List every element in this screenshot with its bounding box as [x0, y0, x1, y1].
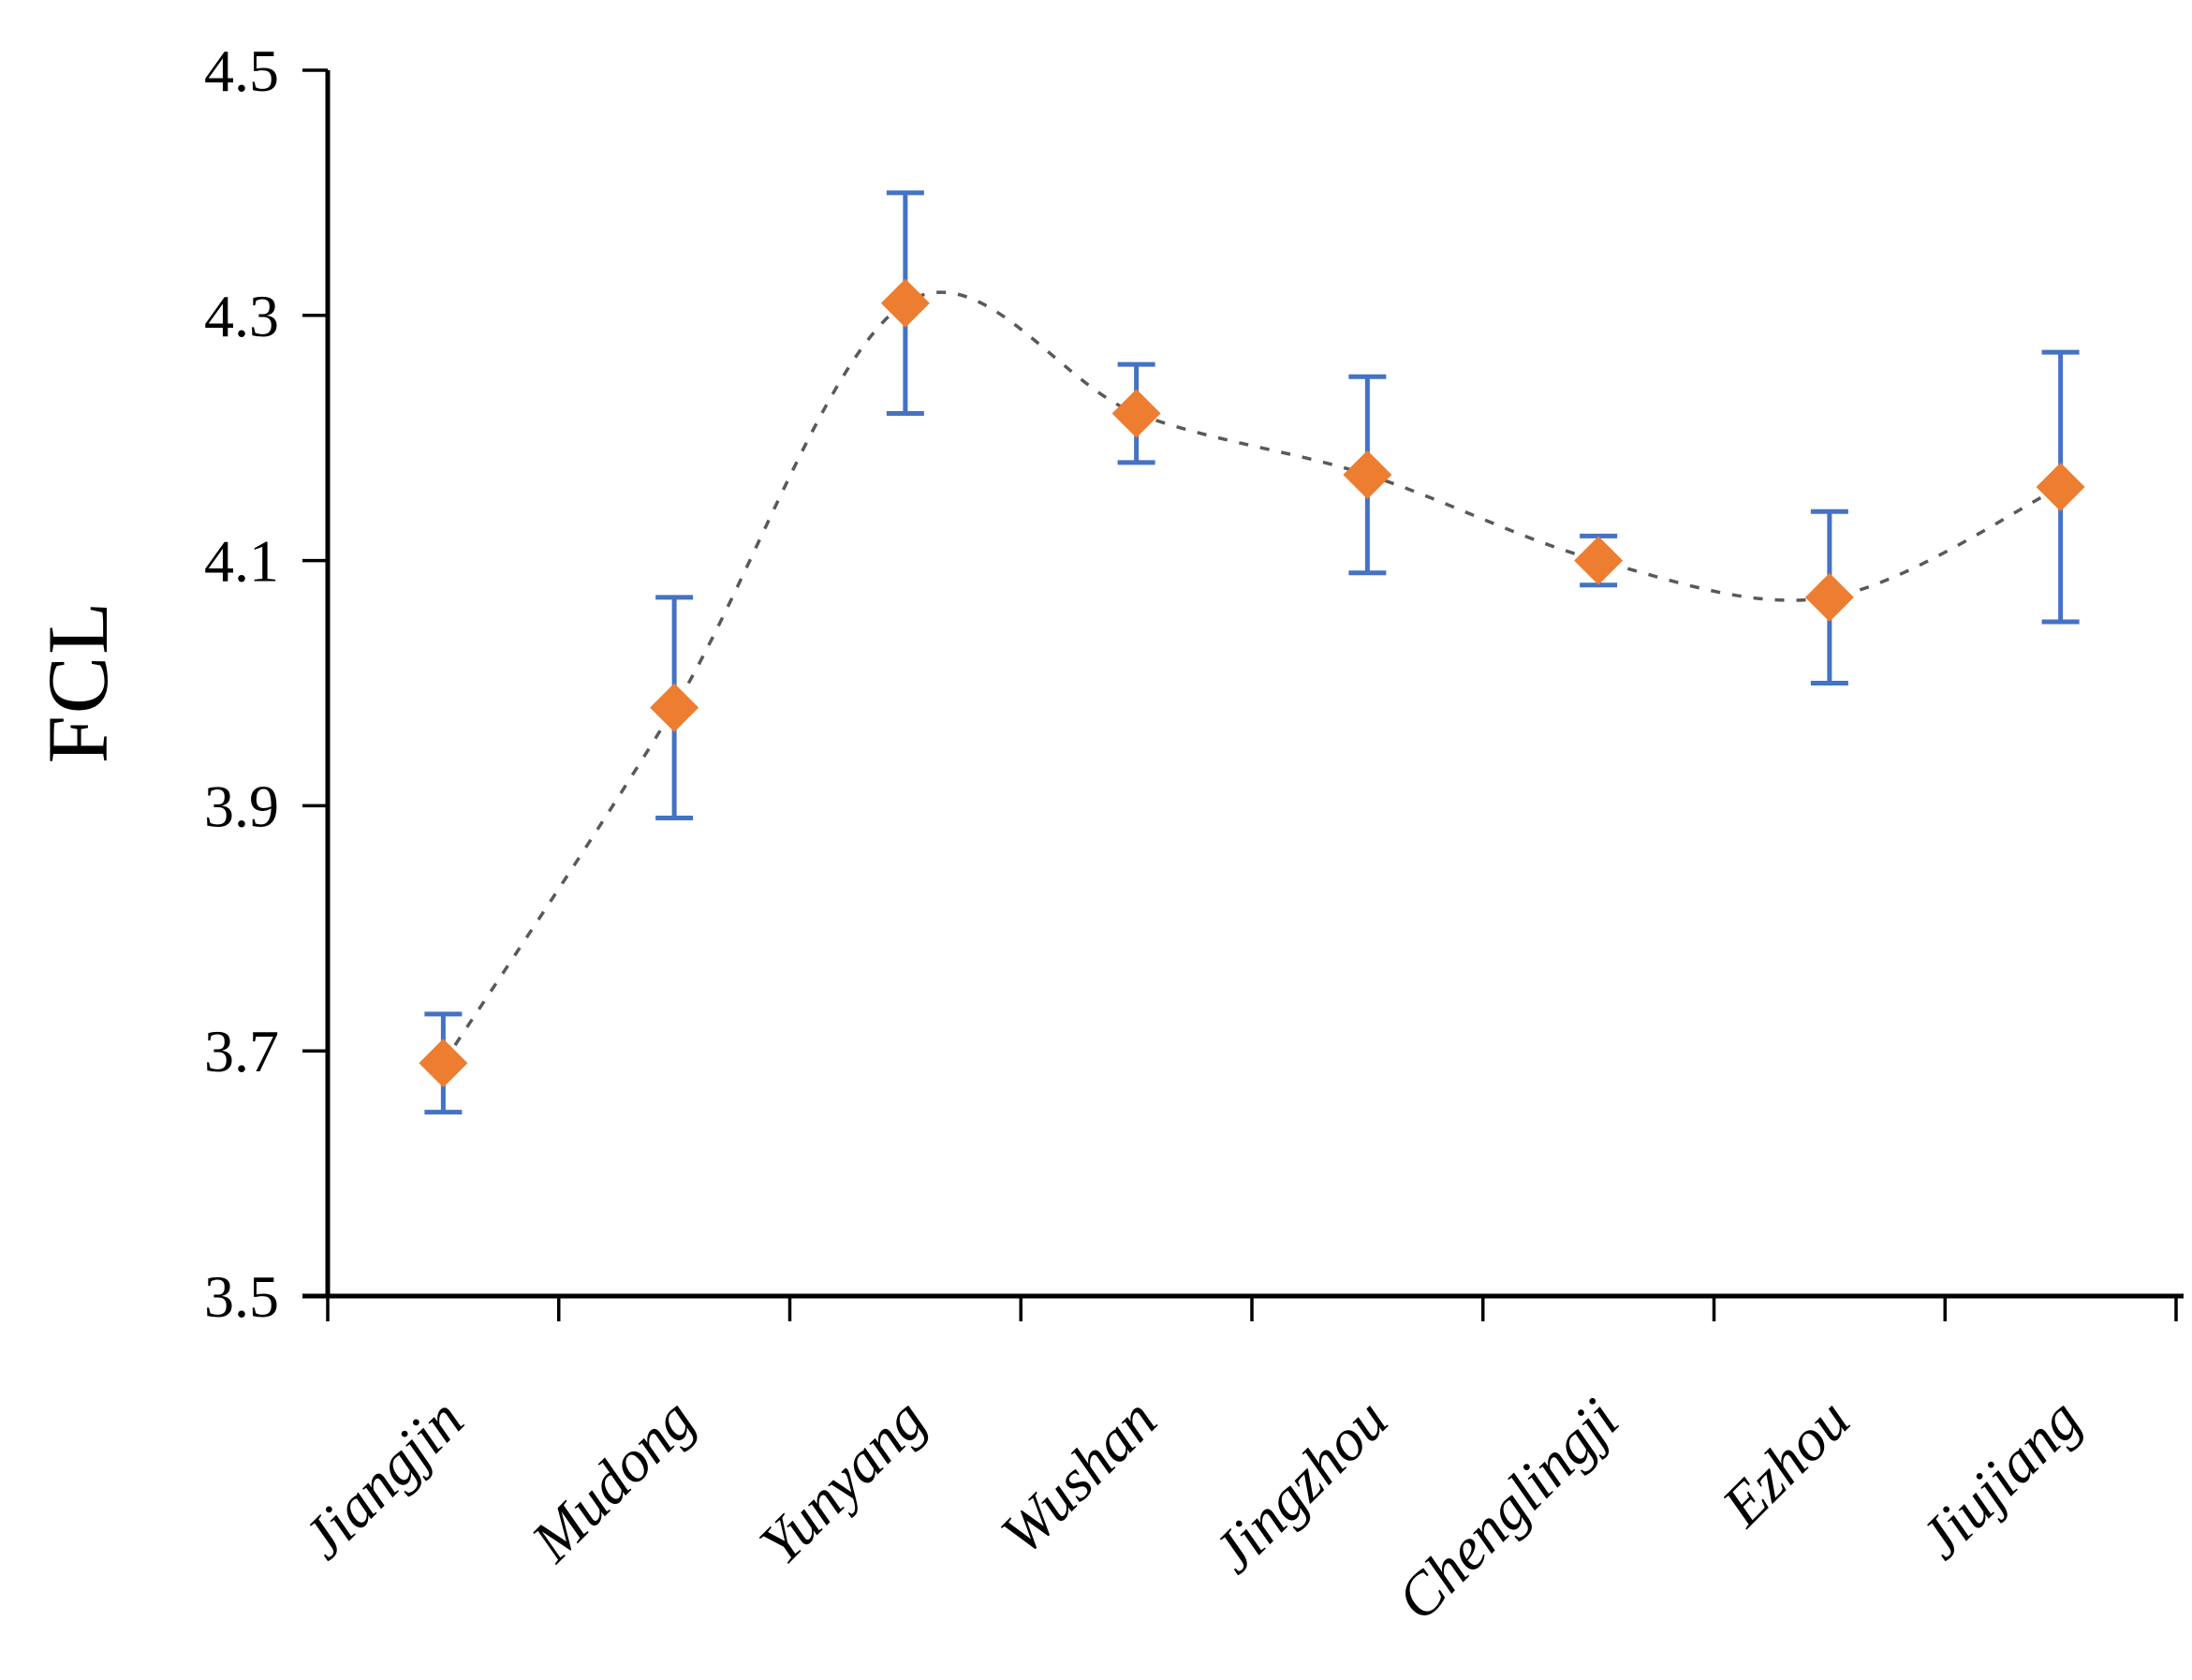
y-tick-label: 3.7	[204, 1018, 279, 1084]
data-point-marker	[1343, 449, 1392, 499]
data-point-marker	[650, 683, 699, 732]
x-category-label: Chenglingji	[1384, 1386, 1631, 1633]
data-point-marker	[2036, 463, 2085, 512]
data-point-marker	[1574, 536, 1624, 585]
y-tick-label: 3.5	[204, 1263, 279, 1330]
y-tick-label: 4.5	[204, 37, 279, 104]
x-category-label: Wushan	[988, 1386, 1170, 1568]
data-point-marker	[1804, 572, 1854, 622]
x-category-label: Yunyang	[746, 1386, 937, 1577]
y-axis-title: FCL	[30, 599, 125, 764]
data-point-marker	[880, 278, 930, 328]
x-category-label: Jiangjin	[290, 1386, 477, 1572]
data-point-marker	[1111, 389, 1161, 438]
x-category-label: Jingzhou	[1200, 1386, 1401, 1586]
x-category-label: Ezhou	[1709, 1386, 1862, 1540]
data-point-marker	[419, 1039, 468, 1088]
y-tick-label: 4.3	[204, 283, 279, 349]
y-tick-label: 4.1	[204, 528, 279, 595]
y-tick-label: 3.9	[204, 773, 279, 839]
trend-line	[441, 290, 2062, 1065]
x-category-label: Mudong	[518, 1386, 707, 1575]
x-category-label: Jiujiang	[1907, 1386, 2094, 1572]
